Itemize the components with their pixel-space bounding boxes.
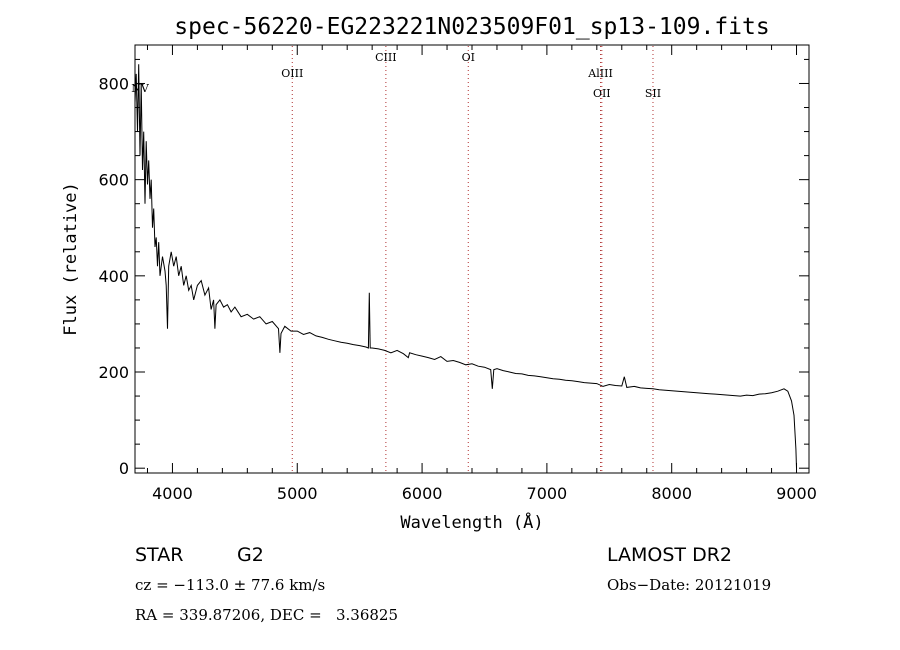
- line-label-oii: OII: [593, 87, 611, 100]
- object-subclass: G2: [237, 544, 264, 566]
- sky-coordinates: RA = 339.87206, DEC = 3.36825: [135, 606, 398, 624]
- plot-frame: [135, 45, 809, 473]
- flux-series-line: [135, 64, 797, 468]
- y-tick-label: 400: [98, 267, 129, 286]
- observation-date: Obs−Date: 20121019: [607, 576, 771, 594]
- redshift-readout: cz = −113.0 ± 77.6 km/s: [135, 576, 325, 594]
- y-axis-title: Flux (relative): [61, 182, 81, 336]
- chart-title: spec-56220-EG223221N023509F01_sp13-109.f…: [174, 14, 769, 40]
- y-tick-label: 0: [119, 459, 129, 478]
- data-release: LAMOST DR2: [607, 544, 732, 566]
- spectral-line-markers: [292, 46, 653, 472]
- line-label-ciii: CIII: [375, 51, 396, 64]
- y-tick-label: 600: [98, 171, 129, 190]
- x-tick-label: 8000: [651, 484, 692, 503]
- object-class: STAR: [135, 544, 183, 566]
- line-label-aliii: AlIII: [587, 67, 613, 80]
- x-tick-label: 5000: [277, 484, 318, 503]
- x-tick-label: 7000: [527, 484, 568, 503]
- y-tick-label: 200: [98, 363, 129, 382]
- spectral-line-labels: NV OIII CIII OI AlIII OII SII: [131, 51, 661, 100]
- line-label-oiii: OIII: [281, 67, 303, 80]
- x-tick-label: 4000: [152, 484, 193, 503]
- x-axis-title: Wavelength (Å): [400, 511, 543, 533]
- line-label-oi: OI: [462, 51, 475, 64]
- x-tick-label: 9000: [776, 484, 817, 503]
- y-tick-label: 800: [98, 74, 129, 93]
- axis-ticks: [135, 45, 809, 473]
- line-label-nv: NV: [131, 82, 150, 95]
- line-label-sii: SII: [645, 87, 661, 100]
- tick-labels: 4000 5000 6000 7000 8000 9000 0 200 400 600 800: [98, 74, 816, 503]
- x-tick-label: 6000: [402, 484, 443, 503]
